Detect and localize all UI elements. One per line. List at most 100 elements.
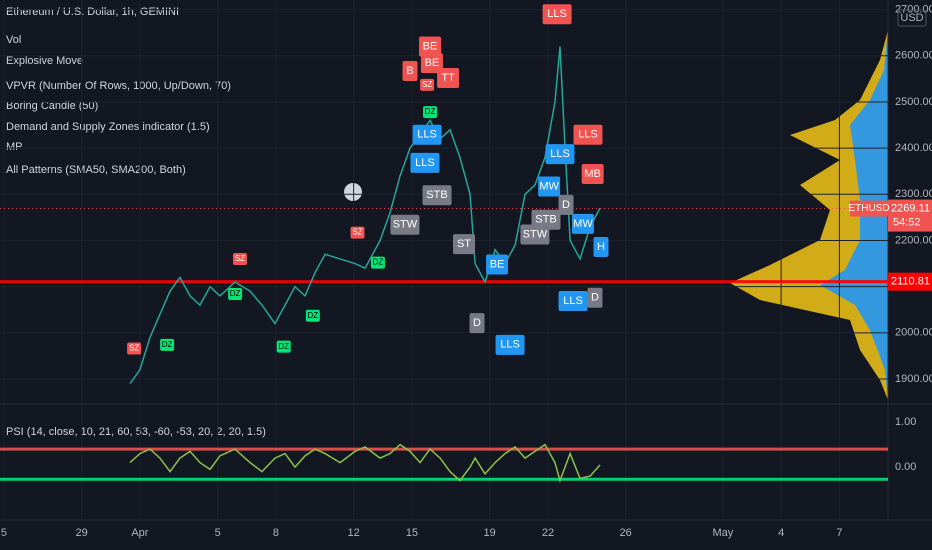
pattern-label: STB (535, 214, 556, 226)
y-tick-label: 0.00 (895, 461, 916, 473)
volume-profile (730, 30, 888, 400)
pattern-label: ST (457, 238, 471, 250)
pattern-label-box (127, 342, 142, 355)
symbol-tag-label: ETHUSD (848, 203, 889, 214)
pattern-label: LLS (578, 129, 598, 141)
pattern-label: STB (426, 189, 447, 201)
currency-box (897, 9, 927, 27)
pattern-label-box (581, 163, 604, 184)
pattern-label-box (228, 288, 243, 301)
pattern-label-box (558, 194, 574, 215)
x-tick-label: 4 (778, 527, 784, 539)
pattern-label-box (232, 252, 247, 265)
pattern-label-box (370, 256, 385, 269)
volume-profile-up (730, 30, 888, 400)
price-tag-label: 2110.81 (891, 276, 930, 288)
y-tick-label: 2500.00 (895, 96, 932, 108)
price-tag-label: 2269.11 (891, 202, 930, 214)
pattern-label: D (591, 292, 599, 304)
price-tag (888, 199, 932, 232)
pattern-label: BE (425, 57, 440, 69)
pattern-label-box (453, 234, 476, 255)
pattern-label-box (558, 290, 588, 311)
pattern-label: SZ (129, 344, 139, 353)
pattern-label-box (402, 61, 418, 82)
marker-dot (344, 183, 362, 201)
y-tick-label: 2400.00 (895, 142, 932, 154)
countdown: 54:52 (893, 216, 921, 228)
pattern-label: BE (490, 258, 505, 270)
pattern-label-box (305, 309, 320, 322)
indicator: VPVR (Number Of Rows, 1000, Up/Down, 70) (6, 80, 231, 92)
x-tick-label: 12 (348, 527, 360, 539)
pattern-label: LLS (415, 157, 435, 169)
pattern-label: SZ (352, 228, 362, 237)
pattern-label: DZ (308, 311, 319, 320)
pattern-label-box (350, 226, 365, 239)
indicator: Demand and Supply Zones indicator (1.5) (6, 121, 210, 133)
x-tick-label: Apr (131, 527, 148, 539)
x-tick-label: 22 (542, 527, 554, 539)
indicator: PSI (14, close, 10, 21, 60, 53, -60, -53… (6, 426, 266, 438)
pattern-label: LLS (550, 148, 570, 160)
pattern-label: MW (539, 180, 559, 192)
pattern-label-box (469, 313, 485, 334)
x-tick-label: May (712, 527, 733, 539)
pattern-label-box (422, 185, 452, 206)
x-tick-label: 5 (215, 527, 221, 539)
x-tick-label: 5 (1, 527, 7, 539)
pattern-label-box (495, 334, 525, 355)
pattern-label-box (587, 287, 603, 308)
series-line (129, 443, 601, 484)
y-tick-label: 2000.00 (895, 327, 932, 339)
pattern-label: B (406, 65, 413, 77)
pattern-label: TT (441, 72, 455, 84)
pattern-label-box (423, 106, 438, 119)
currency-label: USD (900, 12, 923, 24)
pattern-label-box (571, 213, 594, 234)
y-tick-label: 2200.00 (895, 234, 932, 246)
symbol-tag (850, 200, 888, 217)
pattern-label-box (276, 340, 291, 353)
pattern-label-box (437, 67, 460, 88)
volume-profile-down (820, 30, 888, 400)
pattern-label: DZ (230, 289, 241, 298)
y-tick-label: 2600.00 (895, 50, 932, 62)
pattern-label: DZ (278, 342, 289, 351)
pattern-label-box (542, 4, 572, 25)
price-tag (888, 272, 932, 291)
pattern-label: D (562, 199, 570, 211)
pattern-label-box (390, 214, 420, 235)
x-tick-label: 15 (406, 527, 418, 539)
pattern-label-box (593, 236, 609, 257)
y-tick-label: 1900.00 (895, 373, 932, 385)
chart-title: Ethereum / U.S. Dollar, 1h, GEMINI (6, 6, 179, 18)
pattern-label-box (412, 124, 442, 145)
pattern-label-box (520, 224, 550, 245)
pattern-label-box (160, 338, 175, 351)
pattern-label: SZ (235, 254, 245, 263)
pattern-label: MW (573, 218, 593, 230)
pattern-label: LLS (417, 129, 437, 141)
pattern-label-box (538, 176, 561, 197)
pattern-label: LLS (500, 339, 520, 351)
pattern-label: STW (523, 228, 548, 240)
pattern-label-box (545, 144, 575, 165)
pattern-label: D (473, 317, 481, 329)
series-line (129, 46, 601, 385)
pattern-label-box (573, 124, 603, 145)
pattern-label: DZ (373, 258, 384, 267)
x-tick-label: 26 (620, 527, 632, 539)
x-tick-label: 19 (484, 527, 496, 539)
pattern-label: SZ (422, 80, 432, 89)
pattern-label: LLS (547, 8, 567, 20)
indicator: All Patterns (SMA50, SMA200, Both) (6, 164, 186, 176)
x-tick-label: 29 (75, 527, 87, 539)
indicator: Vol (6, 34, 21, 46)
pattern-label-box (410, 152, 440, 173)
indicator: Boring Candle (50) (6, 100, 98, 112)
indicator: MP (6, 141, 23, 153)
indicator: Explosive Move (6, 55, 83, 67)
pattern-label: LLS (563, 295, 583, 307)
